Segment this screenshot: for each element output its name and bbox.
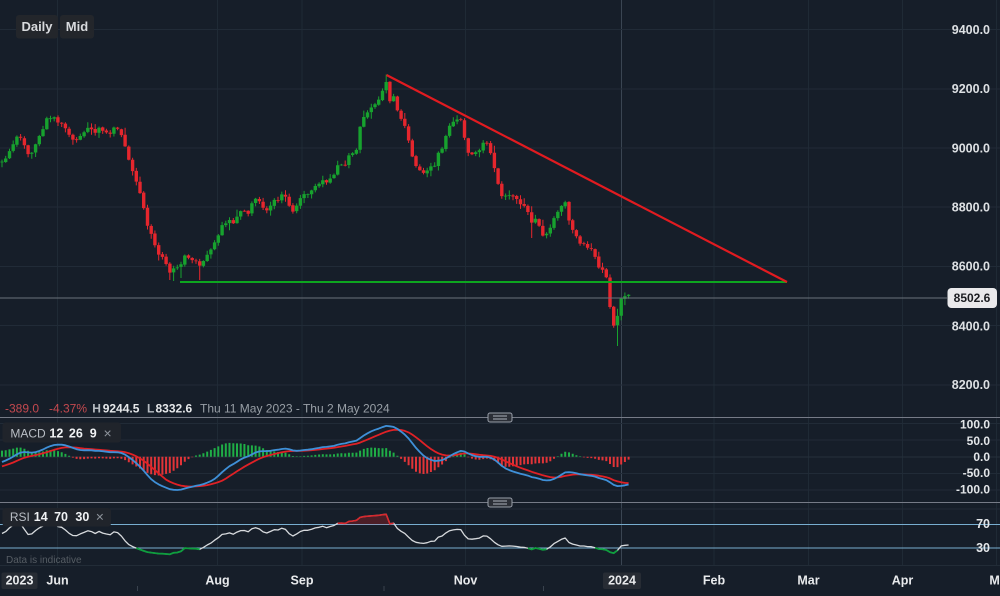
svg-text:×: × [96,509,104,525]
svg-text:8800.0: 8800.0 [952,201,990,215]
svg-text:Feb: Feb [703,574,726,588]
svg-text:-100.0: -100.0 [956,482,990,496]
svg-text:Mid: Mid [66,19,88,34]
svg-text:9244.5: 9244.5 [103,402,140,416]
svg-text:RSI: RSI [10,510,30,524]
svg-text:26: 26 [69,427,83,441]
svg-text:Aug: Aug [205,574,229,588]
svg-text:8332.6: 8332.6 [156,402,193,416]
svg-text:9200.0: 9200.0 [952,82,990,96]
svg-text:Data is indicative: Data is indicative [6,555,82,566]
svg-text:Ma: Ma [989,574,1000,588]
svg-text:50.0: 50.0 [967,434,991,448]
svg-text:2024: 2024 [608,574,636,588]
svg-text:9: 9 [90,427,97,441]
svg-text:30: 30 [976,541,990,555]
svg-text:70: 70 [976,517,990,531]
svg-text:-4.37%: -4.37% [49,402,87,416]
svg-text:×: × [104,425,112,441]
svg-text:100.0: 100.0 [960,418,990,432]
svg-text:-389.0: -389.0 [5,402,39,416]
svg-text:9000.0: 9000.0 [952,141,990,155]
svg-text:Sep: Sep [291,574,314,588]
svg-text:70: 70 [54,510,68,524]
svg-text:L: L [147,402,154,416]
svg-text:9400.0: 9400.0 [952,23,990,37]
svg-text:MACD: MACD [10,427,46,441]
svg-text:-50.0: -50.0 [963,466,991,480]
svg-text:8400.0: 8400.0 [952,319,990,333]
svg-text:Jun: Jun [46,574,68,588]
svg-text:Thu 11 May 2023 - Thu 2 May 20: Thu 11 May 2023 - Thu 2 May 2024 [200,402,390,416]
svg-text:14: 14 [34,510,48,524]
svg-text:12: 12 [49,427,63,441]
svg-text:Daily: Daily [21,19,53,34]
svg-text:2023: 2023 [6,574,34,588]
svg-text:30: 30 [75,510,89,524]
svg-text:0.0: 0.0 [973,450,990,464]
svg-text:Nov: Nov [454,574,478,588]
svg-text:Apr: Apr [892,574,914,588]
svg-text:8502.6: 8502.6 [954,291,991,305]
svg-text:8600.0: 8600.0 [952,260,990,274]
svg-text:H: H [92,402,101,416]
svg-text:Mar: Mar [797,574,819,588]
svg-text:8200.0: 8200.0 [952,378,990,392]
